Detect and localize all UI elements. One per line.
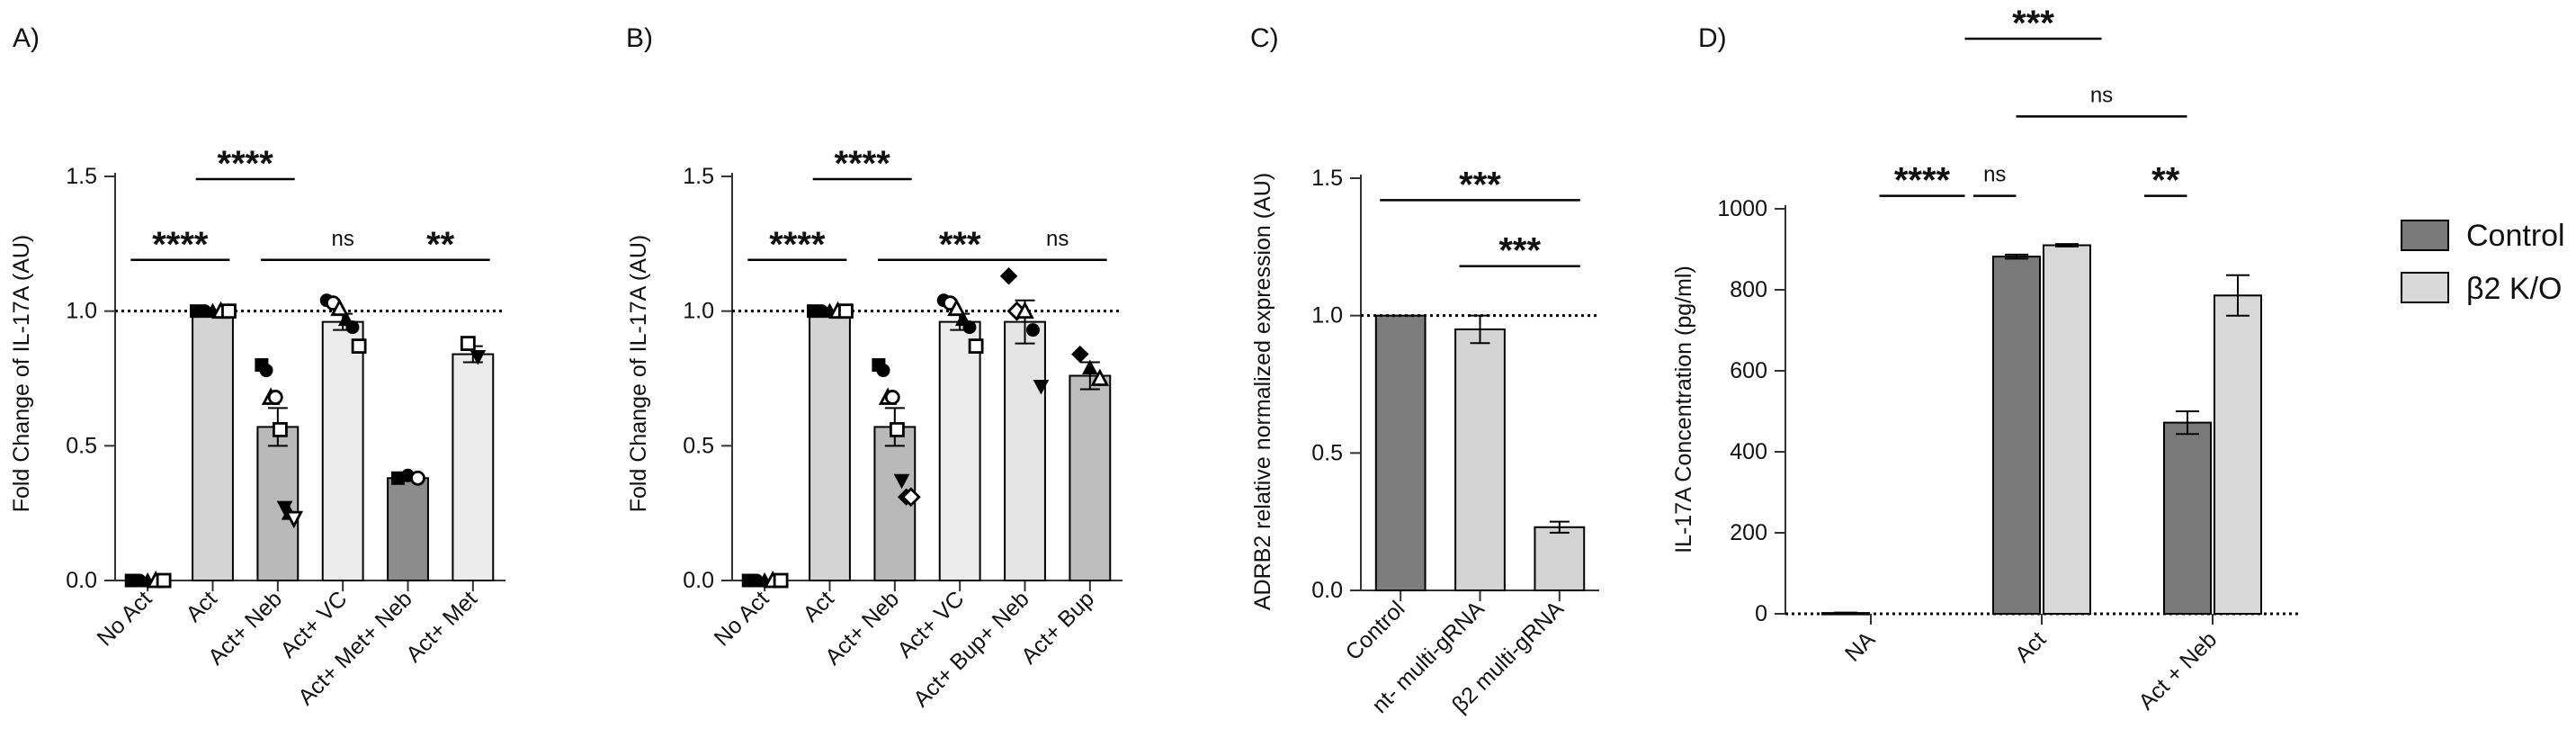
data-point <box>345 320 360 335</box>
significance-stars: *** <box>939 225 981 265</box>
significance-stars: *** <box>1498 231 1541 271</box>
bar <box>321 320 364 581</box>
y-tick-label: 0 <box>1755 601 1767 626</box>
data-point <box>330 298 349 317</box>
significance-ns: ns <box>331 227 353 251</box>
data-point <box>968 338 984 354</box>
y-tick-label: 0.5 <box>1311 440 1343 465</box>
data-point <box>962 320 977 335</box>
y-tick-label: 0.5 <box>66 433 97 458</box>
y-tick-label: 0.5 <box>683 433 714 458</box>
y-tick-label: 200 <box>1730 520 1767 545</box>
panel-d-ylabel: IL-17A Concentration (pg/ml) <box>1671 266 1696 554</box>
data-point <box>884 390 900 405</box>
panel-d-label: D) <box>1698 23 1727 53</box>
y-tick-label: 400 <box>1730 439 1767 464</box>
data-point <box>284 510 304 529</box>
bar <box>1069 374 1112 581</box>
data-point <box>1025 323 1040 338</box>
data-point <box>221 303 237 320</box>
bar <box>2043 244 2091 615</box>
significance-ns: ns <box>1983 163 2006 187</box>
data-point <box>838 303 854 320</box>
y-tick-label: 1.0 <box>66 299 97 324</box>
y-tick-label: 800 <box>1730 277 1767 302</box>
significance-ns: ns <box>1046 227 1069 251</box>
data-point <box>1090 368 1110 386</box>
bar <box>2163 421 2212 615</box>
bar <box>387 477 429 582</box>
data-point <box>999 267 1018 285</box>
legend: Control β2 K/O <box>2401 219 2565 306</box>
data-point <box>947 298 966 317</box>
y-tick-label: 1.5 <box>1311 166 1343 191</box>
legend-swatch-b2ko <box>2401 272 2449 303</box>
y-tick-label: 0.0 <box>683 568 714 593</box>
data-point <box>893 473 910 490</box>
panel-a-label: A) <box>13 23 40 53</box>
y-tick-label: 600 <box>1730 358 1767 383</box>
panel-b-ylabel: Fold Change of IL-17A (AU) <box>626 235 651 513</box>
panel-a-ylabel: Fold Change of IL-17A (AU) <box>9 235 34 513</box>
significance-stars: ** <box>426 225 455 265</box>
y-tick-label: 1.0 <box>1311 303 1343 328</box>
legend-label-control: Control <box>2466 219 2565 253</box>
bar <box>938 320 981 581</box>
significance-stars: **** <box>1894 161 1951 201</box>
significance-ns: ns <box>2090 83 2113 107</box>
bar <box>192 310 234 581</box>
data-point <box>1071 345 1089 364</box>
y-tick-label: 1.5 <box>683 164 714 189</box>
legend-label-b2ko: β2 K/O <box>2466 272 2562 306</box>
bar <box>256 426 300 581</box>
bar <box>809 310 851 581</box>
bar <box>1374 314 1427 591</box>
panel-b-label: B) <box>626 23 653 53</box>
y-tick-label: 1.5 <box>66 164 97 189</box>
data-point <box>267 390 283 405</box>
bar <box>1534 526 1586 591</box>
y-tick-label: 1000 <box>1717 196 1767 221</box>
bar <box>1454 328 1506 591</box>
data-point <box>470 350 487 365</box>
panel-c-label: C) <box>1250 23 1279 53</box>
panel-c-ylabel: ADRB2 relative normalized expression (AU… <box>1250 173 1275 610</box>
data-point <box>1015 301 1034 320</box>
y-tick-label: 1.0 <box>683 299 714 324</box>
data-point <box>351 338 367 354</box>
data-point <box>1033 379 1050 395</box>
data-point <box>259 364 273 378</box>
significance-stars: **** <box>152 225 209 265</box>
legend-swatch-control <box>2401 220 2449 251</box>
significance-stars: **** <box>835 144 891 184</box>
significance-stars: *** <box>1459 165 1501 204</box>
data-point <box>272 421 288 437</box>
data-point <box>773 572 789 589</box>
panel-d: D) IL-17A Concentration (pg/ml) 0 200 400 6… <box>1671 4 2298 715</box>
data-point <box>460 336 476 351</box>
bar <box>2214 294 2262 615</box>
bar <box>1004 320 1046 581</box>
significance-stars: ** <box>2151 161 2180 201</box>
significance-stars: *** <box>2012 4 2054 43</box>
bar <box>452 353 495 581</box>
bar <box>1992 256 2041 615</box>
data-point <box>876 364 890 378</box>
y-tick-label: 0.0 <box>66 568 97 593</box>
data-point <box>889 421 905 437</box>
data-point <box>156 572 172 589</box>
significance-stars: **** <box>769 225 826 265</box>
data-point <box>410 470 425 486</box>
data-point <box>1082 359 1098 375</box>
y-tick-label: 0.0 <box>1311 578 1343 603</box>
significance-stars: **** <box>218 144 274 184</box>
data-point <box>900 487 921 508</box>
